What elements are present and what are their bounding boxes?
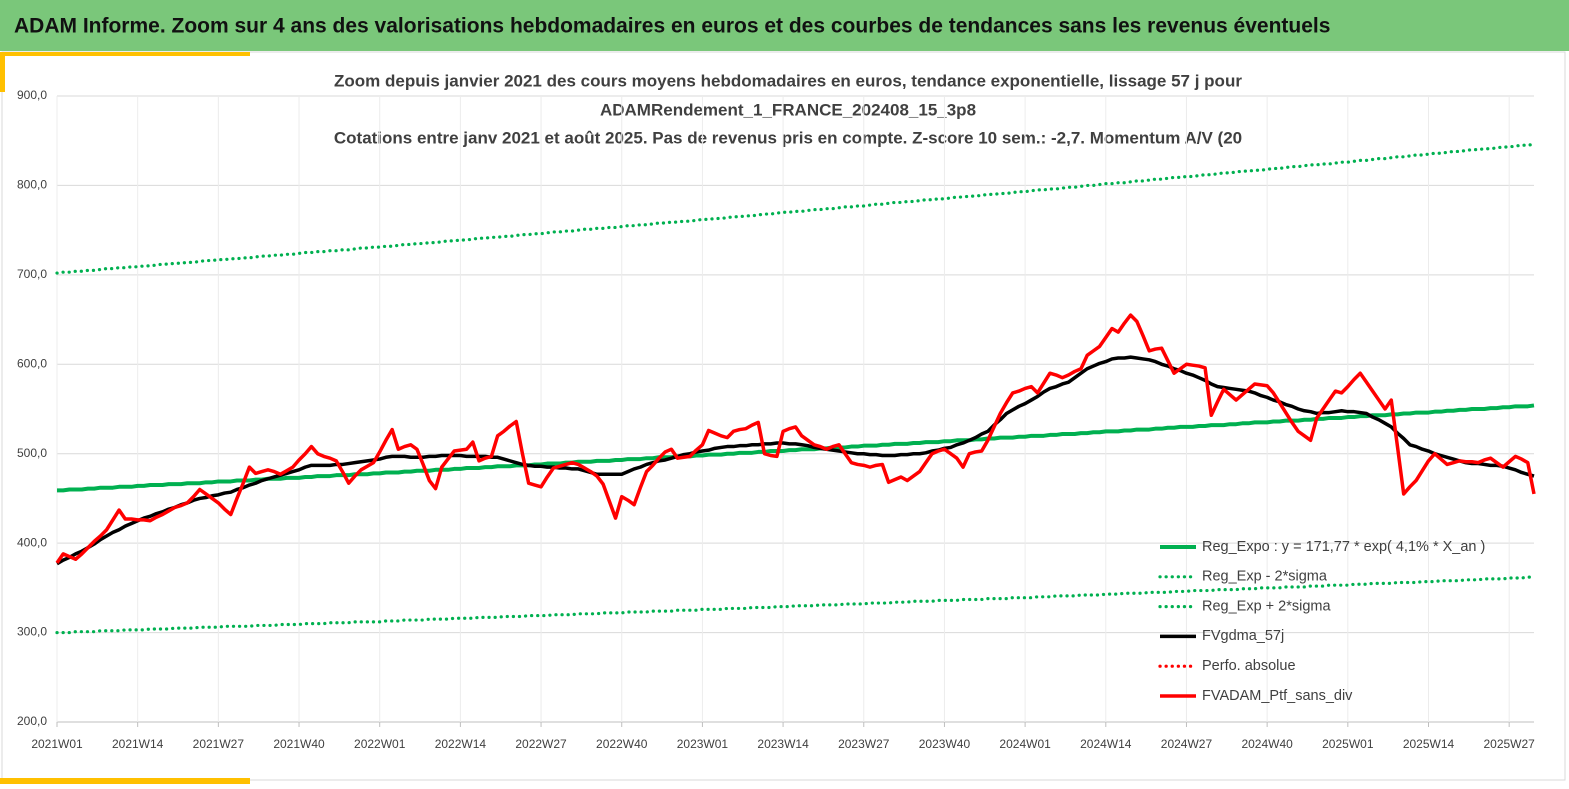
x-tick-label: 2023W14 <box>757 737 809 751</box>
header-title: ADAM Informe. Zoom sur 4 ans des valoris… <box>14 15 1330 38</box>
x-tick-label: 2025W27 <box>1483 737 1535 751</box>
x-tick-label: 2022W40 <box>596 737 648 751</box>
legend-label: Reg_Exp + 2*sigma <box>1202 598 1331 614</box>
y-tick-label: 500,0 <box>17 446 47 460</box>
x-tick-label: 2022W14 <box>435 737 487 751</box>
legend-label: FVADAM_Ptf_sans_div <box>1202 688 1353 704</box>
legend-label: Perfo. absolue <box>1202 658 1296 674</box>
series-line <box>55 142 1536 275</box>
x-tick-label: 2023W40 <box>919 737 971 751</box>
x-tick-label: 2025W01 <box>1322 737 1374 751</box>
x-tick-label: 2021W14 <box>112 737 164 751</box>
header-bar <box>0 0 1569 51</box>
x-tick-label: 2024W27 <box>1161 737 1213 751</box>
x-tick-label: 2025W14 <box>1403 737 1455 751</box>
chart-border <box>1 51 1566 781</box>
x-tick-label: 2022W27 <box>515 737 567 751</box>
series-line <box>56 355 1535 566</box>
chart-title: Zoom depuis janvier 2021 des cours moyen… <box>334 71 1242 90</box>
y-tick-label: 300,0 <box>17 625 47 639</box>
y-tick-label: 600,0 <box>17 356 47 370</box>
legend-label: Reg_Expo : y = 171,77 * exp( 4,1% * X_an… <box>1202 539 1485 555</box>
accent <box>0 52 5 92</box>
x-tick-label: 2021W27 <box>193 737 245 751</box>
x-tick-label: 2021W01 <box>31 737 83 751</box>
x-tick-label: 2024W01 <box>999 737 1051 751</box>
y-tick-label: 200,0 <box>17 714 47 728</box>
chart-title: ADAMRendement_1_FRANCE_202408_15_3p8 <box>600 100 976 119</box>
series-line <box>55 313 1536 564</box>
x-tick-label: 2024W40 <box>1241 737 1293 751</box>
accent <box>0 778 250 784</box>
accent <box>0 52 250 56</box>
y-tick-label: 800,0 <box>17 178 47 192</box>
y-tick-label: 900,0 <box>17 88 47 102</box>
x-tick-label: 2024W14 <box>1080 737 1132 751</box>
x-tick-label: 2023W01 <box>677 737 729 751</box>
y-tick-label: 700,0 <box>17 267 47 281</box>
chart-title: Cotations entre janv 2021 et août 2025. … <box>334 128 1242 147</box>
legend-label: FVgdma_57j <box>1202 628 1284 644</box>
x-tick-label: 2023W27 <box>838 737 890 751</box>
x-tick-label: 2022W01 <box>354 737 406 751</box>
y-tick-label: 400,0 <box>17 535 47 549</box>
x-tick-label: 2021W40 <box>273 737 325 751</box>
legend-label: Reg_Exp - 2*sigma <box>1202 569 1328 585</box>
series-line <box>57 403 1535 493</box>
